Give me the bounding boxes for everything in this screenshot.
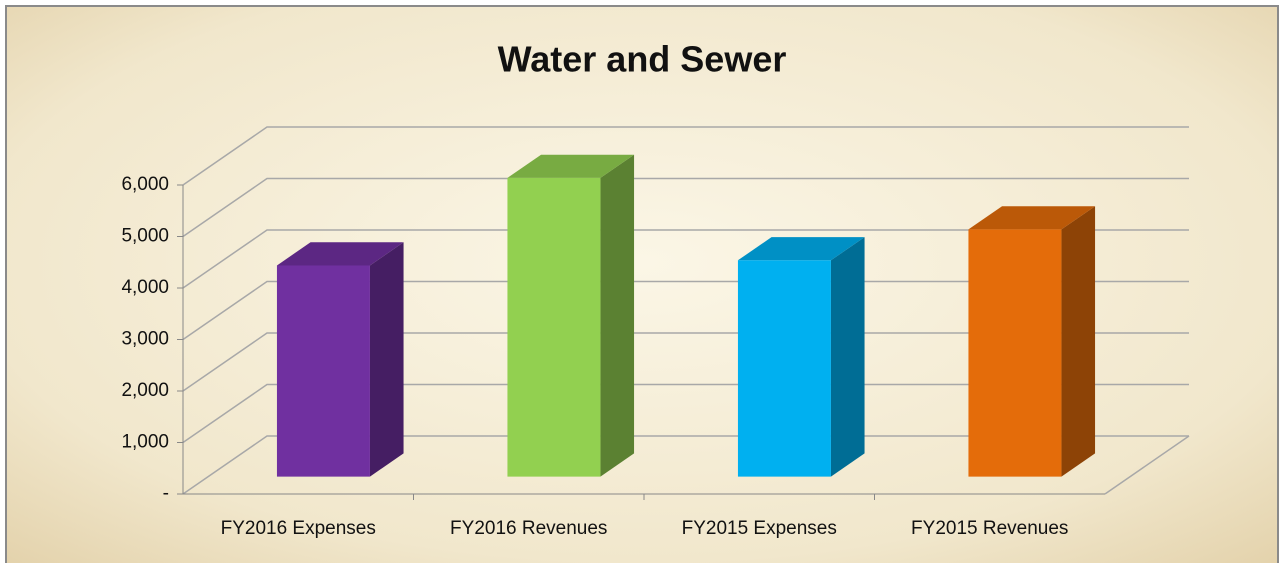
bar <box>276 265 370 477</box>
y-tick-label: 3,000 <box>121 329 169 350</box>
x-tick-label: FY2016 Revenues <box>450 518 607 539</box>
y-tick-label: 2,000 <box>121 380 169 401</box>
grid-line <box>182 126 1189 186</box>
grid-line <box>182 280 1189 341</box>
x-tick-label: FY2016 Expenses <box>221 518 376 539</box>
chart-title: Water and Sewer <box>498 39 787 80</box>
bar-side <box>830 237 865 477</box>
y-tick-label: - <box>163 483 169 504</box>
grid-line <box>182 177 1189 238</box>
bar-side <box>369 242 404 477</box>
bar-side <box>600 154 635 477</box>
bar <box>507 177 601 477</box>
floor-edge <box>1104 435 1190 495</box>
bar-top <box>276 242 404 266</box>
bar <box>737 260 831 477</box>
bar-top <box>737 237 865 261</box>
x-tick-label: FY2015 Revenues <box>911 518 1068 539</box>
y-tick-label: 6,000 <box>121 174 169 195</box>
y-tick-label: 1,000 <box>121 432 169 453</box>
grid-line <box>182 229 1189 289</box>
bar-top <box>968 206 1096 230</box>
grid-line <box>182 435 1189 495</box>
grid-line <box>182 332 1189 392</box>
y-tick-label: 5,000 <box>121 226 169 247</box>
bar <box>968 229 1062 477</box>
bar-top <box>507 154 635 178</box>
x-tick-label: FY2015 Expenses <box>682 518 837 539</box>
y-tick-label: 4,000 <box>121 277 169 298</box>
bar-side <box>1061 206 1096 477</box>
grid-line <box>182 383 1189 444</box>
